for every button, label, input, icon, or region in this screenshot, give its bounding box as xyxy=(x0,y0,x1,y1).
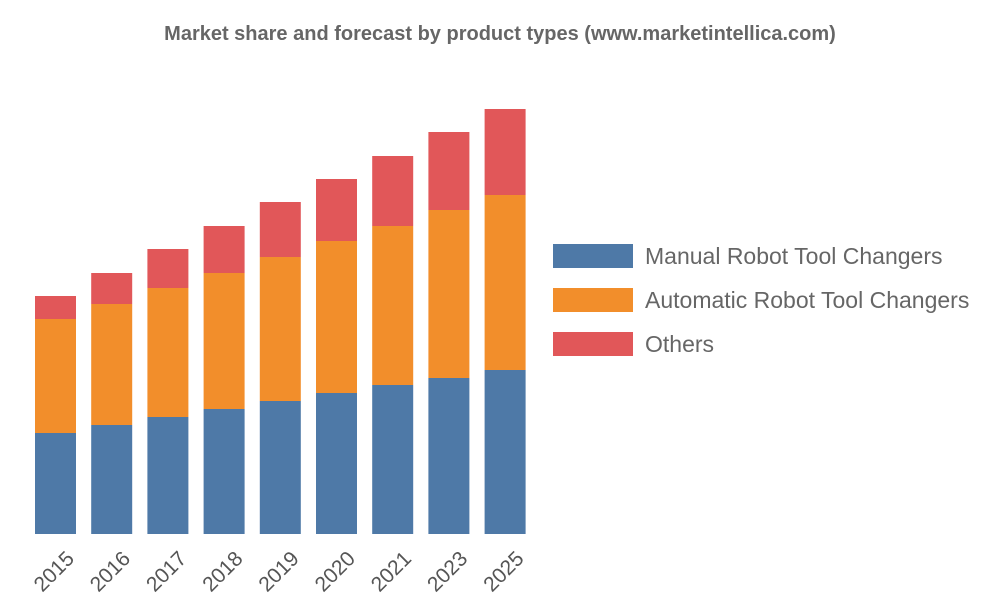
bar-2016-series-1 xyxy=(91,304,133,425)
bar-2015-series-1 xyxy=(35,319,76,433)
legend-swatch xyxy=(553,244,633,268)
bar-2017-series-0 xyxy=(147,417,189,534)
x-tick-label: 2020 xyxy=(311,547,360,596)
x-tick-label: 2016 xyxy=(86,547,135,596)
bar-2020-series-2 xyxy=(316,179,357,241)
bar-2021-series-2 xyxy=(372,156,414,226)
bar-2023-series-0 xyxy=(428,378,470,534)
x-tick-label: 2023 xyxy=(423,547,472,596)
bar-2023-series-1 xyxy=(428,210,470,378)
bar-2020-series-1 xyxy=(316,241,357,393)
bar-2021-series-0 xyxy=(372,385,414,534)
legend-label: Others xyxy=(645,331,714,357)
bar-2015-series-0 xyxy=(35,433,76,534)
bar-2016-series-2 xyxy=(91,273,133,304)
bar-2025-series-0 xyxy=(484,370,526,534)
x-tick-label: 2019 xyxy=(254,547,303,596)
bar-2017-series-2 xyxy=(147,249,189,288)
bar-2018-series-1 xyxy=(203,273,245,409)
legend-swatch xyxy=(553,288,633,312)
bar-2020-series-0 xyxy=(316,393,357,534)
legend-label: Automatic Robot Tool Changers xyxy=(645,287,969,313)
bar-2021-series-1 xyxy=(372,226,414,385)
bar-2025-series-1 xyxy=(484,195,526,370)
bar-2018-series-2 xyxy=(203,226,245,273)
x-tick-label: 2025 xyxy=(479,547,528,596)
bar-2019-series-2 xyxy=(259,202,301,257)
legend-label: Manual Robot Tool Changers xyxy=(645,243,942,269)
legend-swatch xyxy=(553,332,633,356)
bar-2019-series-0 xyxy=(259,401,301,534)
bar-2025-series-2 xyxy=(484,109,526,195)
x-tick-label: 2017 xyxy=(142,547,191,596)
bar-2017-series-1 xyxy=(147,288,189,417)
x-tick-label: 2018 xyxy=(198,547,247,596)
x-tick-label: 2015 xyxy=(30,547,79,596)
bar-2018-series-0 xyxy=(203,409,245,534)
bar-2023-series-2 xyxy=(428,132,470,210)
chart-title: Market share and forecast by product typ… xyxy=(164,23,836,45)
bar-2016-series-0 xyxy=(91,425,133,534)
bar-2015-series-2 xyxy=(35,296,76,319)
bar-2019-series-1 xyxy=(259,257,301,401)
x-tick-label: 2021 xyxy=(367,547,416,596)
